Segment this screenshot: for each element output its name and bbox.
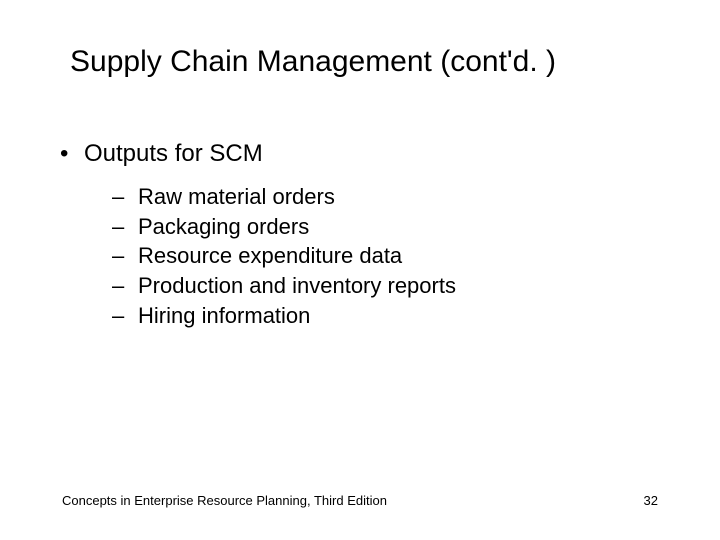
list-item: –Production and inventory reports <box>112 271 660 301</box>
list-item: –Packaging orders <box>112 212 660 242</box>
list-item: –Raw material orders <box>112 182 660 212</box>
list-item-text: Production and inventory reports <box>138 273 456 298</box>
footer-text: Concepts in Enterprise Resource Planning… <box>62 493 387 508</box>
list-item-text: Resource expenditure data <box>138 243 402 268</box>
bullet-glyph: • <box>60 140 84 168</box>
dash-icon: – <box>112 241 138 271</box>
page-number: 32 <box>644 493 658 508</box>
dash-icon: – <box>112 212 138 242</box>
dash-icon: – <box>112 301 138 331</box>
list-item-text: Packaging orders <box>138 214 309 239</box>
list-item-text: Raw material orders <box>138 184 335 209</box>
list-item: –Hiring information <box>112 301 660 331</box>
bullet-level-2-list: –Raw material orders –Packaging orders –… <box>112 182 660 330</box>
dash-icon: – <box>112 182 138 212</box>
slide: Supply Chain Management (cont'd. ) •Outp… <box>0 0 720 540</box>
list-item: –Resource expenditure data <box>112 241 660 271</box>
list-item-text: Hiring information <box>138 303 310 328</box>
dash-icon: – <box>112 271 138 301</box>
bullet-level-1-text: Outputs for SCM <box>84 140 263 167</box>
slide-title: Supply Chain Management (cont'd. ) <box>70 45 670 79</box>
bullet-level-1: •Outputs for SCM <box>60 140 660 168</box>
slide-body: •Outputs for SCM –Raw material orders –P… <box>60 140 660 330</box>
